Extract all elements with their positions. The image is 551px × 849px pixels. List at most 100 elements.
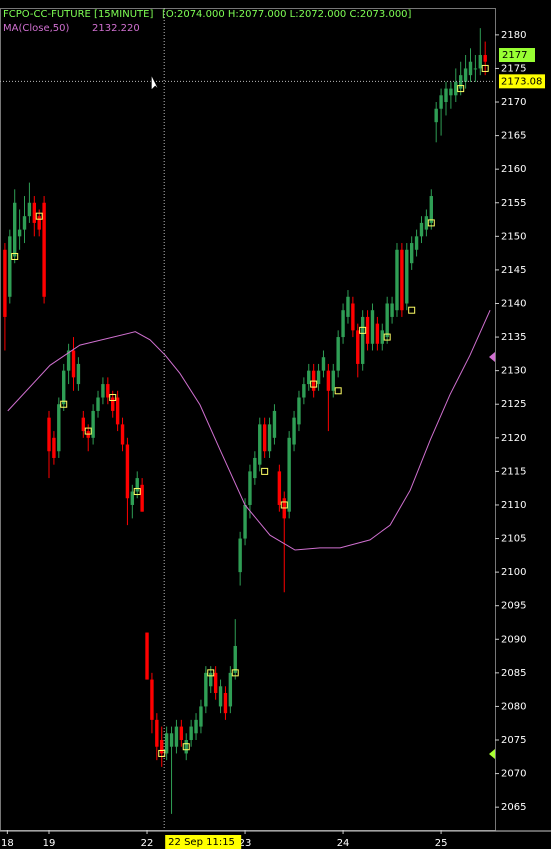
y-tick-label: 2130 (501, 366, 526, 377)
candle-body (277, 471, 282, 505)
y-tick-label: 2095 (501, 601, 526, 612)
candle-body (184, 740, 188, 754)
crosshair-y-label: 2173.08 (501, 76, 542, 87)
candle-body (483, 55, 487, 62)
ma-value: 2132.220 (92, 23, 140, 34)
y-tick-label: 2135 (501, 332, 526, 343)
y-tick-label: 2125 (501, 399, 526, 410)
candle-body (57, 404, 61, 452)
candle-body (449, 88, 453, 96)
candle-body (233, 645, 237, 673)
signal-marker (408, 306, 416, 314)
y-tick-label: 2180 (501, 30, 526, 41)
y-tick-label: 2140 (501, 298, 526, 309)
y-tick-label: 2165 (501, 131, 526, 142)
ma-name: MA(Close,50) (3, 23, 70, 34)
candle-body (130, 491, 135, 505)
candle-body (160, 740, 164, 754)
candle-body (91, 410, 95, 438)
candle-body (321, 357, 326, 371)
candle-body (302, 384, 306, 398)
candle-body (76, 363, 81, 385)
candle-body (204, 672, 208, 707)
y-tick-label: 2155 (501, 198, 526, 209)
crosshair-x-label-bg (165, 835, 242, 849)
candle-body (37, 216, 41, 230)
candle-body (395, 249, 399, 311)
candle-body (194, 719, 198, 734)
candle-body (365, 316, 370, 344)
y-tick-label: 2065 (501, 802, 526, 813)
x-tick-label: 25 (435, 838, 448, 849)
signal-marker (383, 333, 391, 341)
candle-body (463, 68, 468, 82)
candle-body (115, 397, 120, 425)
y-tick-label: 2070 (501, 769, 526, 780)
candle-body (390, 303, 394, 317)
candle-body (326, 370, 331, 391)
candle-body (42, 202, 46, 297)
candle-body (145, 632, 149, 680)
candle-body (272, 410, 277, 438)
signal-marker (60, 400, 68, 408)
candle-body (22, 216, 27, 230)
signal-marker (11, 252, 19, 260)
y-tick-label: 2170 (501, 97, 526, 108)
candle-body (52, 437, 56, 458)
signal-marker (310, 380, 318, 388)
signal-marker (359, 326, 367, 334)
candle-body (164, 733, 169, 754)
candle-body (316, 370, 321, 385)
candle-body (292, 417, 296, 445)
y-tick-label: 2100 (501, 567, 526, 578)
chart-title: FCPO-CC-FUTURE [15MINUTE] (3, 9, 153, 20)
candle-body (238, 538, 242, 573)
candle-body (125, 444, 130, 499)
candle-body (96, 397, 100, 411)
y-tick-label: 2090 (501, 634, 526, 645)
candle-body (155, 719, 159, 747)
candle-body (439, 95, 443, 109)
candle-body (32, 202, 37, 223)
x-tick-label: 22 (141, 838, 154, 849)
y-tick-label: 2120 (501, 433, 526, 444)
candle-body (213, 672, 218, 693)
signal-marker (261, 467, 269, 475)
candle-body (253, 457, 257, 479)
last-price-bg (499, 48, 535, 63)
ohlc-info: [O:2074.000 H:2077.000 L:2072.000 C:2073… (162, 9, 412, 20)
candle-body (27, 202, 32, 217)
candle-body (409, 243, 414, 264)
candle-body (111, 397, 115, 411)
candle-body (169, 733, 174, 747)
y-tick-label: 2115 (501, 466, 526, 477)
x-tick-label: 23 (239, 838, 252, 849)
candle-body (458, 75, 463, 89)
mouse-cursor (150, 74, 160, 92)
candle-body (287, 437, 291, 512)
candle-body (150, 679, 154, 720)
candle-body (370, 310, 375, 344)
candle-body (307, 370, 311, 385)
candle-body (189, 726, 193, 741)
signal-marker (481, 64, 489, 72)
candle-body (468, 61, 473, 76)
candle-body (419, 222, 424, 237)
signal-marker (158, 749, 166, 757)
candle-body (341, 310, 345, 338)
candle-body (424, 216, 429, 230)
x-tick-label: 18 (1, 838, 14, 849)
signal-marker (35, 212, 43, 220)
candle-body (400, 249, 404, 311)
candle-body (8, 236, 12, 297)
candle-body (267, 424, 272, 452)
candle-body (473, 68, 478, 70)
crosshair-x-label: 22 Sep 11:15 (168, 837, 235, 848)
signal-marker (84, 427, 92, 435)
y-tick-label: 2105 (501, 534, 526, 545)
candle-body (478, 55, 482, 69)
x-tick-label: 19 (43, 838, 56, 849)
candle-body (434, 108, 438, 123)
